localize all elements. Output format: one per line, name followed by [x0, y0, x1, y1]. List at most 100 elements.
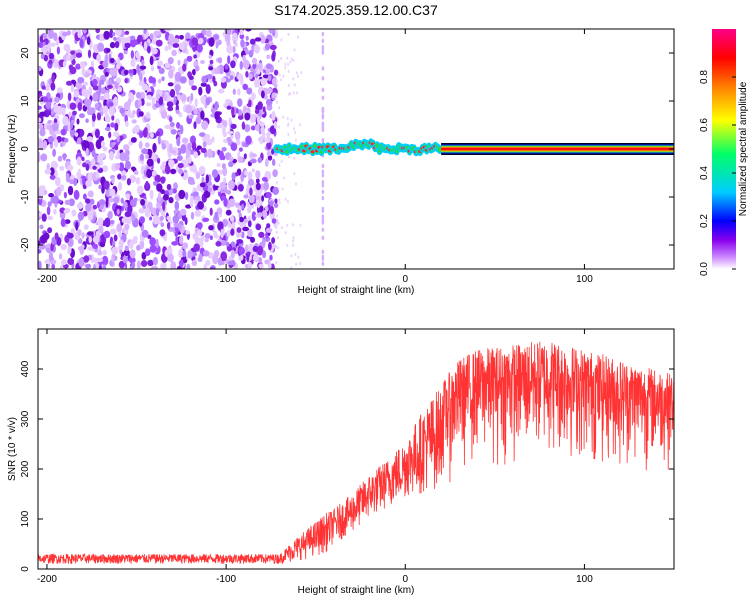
noise-blob [176, 122, 180, 129]
noise-blob [106, 84, 113, 89]
noise-blob [177, 223, 182, 231]
noise-blob [48, 193, 54, 198]
noise-blob [267, 155, 273, 161]
noise-blob [269, 44, 277, 51]
noise-blob [237, 88, 241, 96]
noise-blob [215, 241, 222, 247]
noise-blob [227, 55, 231, 65]
noise-blob [174, 221, 179, 228]
noise-blob [111, 253, 115, 263]
noise-blob [197, 112, 201, 118]
noise-blob [265, 158, 269, 168]
noise-blob [56, 135, 62, 143]
y-tick-label: 0 [20, 146, 31, 152]
noise-blob [321, 254, 325, 259]
noise-blob [249, 38, 256, 45]
noise-blob [269, 205, 274, 215]
noise-blob [222, 131, 227, 138]
noise-blob [131, 261, 136, 269]
noise-blob [149, 132, 154, 139]
noise-blob [129, 35, 136, 40]
noise-blob [151, 170, 157, 177]
noise-blob [226, 229, 231, 238]
noise-blob [218, 57, 223, 64]
noise-blob [226, 105, 232, 110]
noise-blob [79, 38, 84, 49]
noise-blob [201, 75, 207, 84]
noise-blob [257, 101, 263, 110]
noise-blob [273, 69, 279, 76]
noise-blob [122, 201, 128, 209]
noise-blob [87, 190, 94, 198]
noise-blob [53, 118, 58, 124]
noise-blob [38, 117, 42, 123]
noise-blob [321, 138, 325, 143]
noise-blob [113, 96, 118, 106]
noise-blob [82, 175, 86, 186]
noise-blob [49, 167, 55, 176]
noise-blob [62, 153, 66, 161]
noise-blob [265, 98, 273, 106]
noise-blob [104, 217, 111, 228]
noise-blob [292, 236, 295, 240]
noise-blob [76, 156, 82, 166]
noise-blob [195, 116, 202, 125]
noise-blob [113, 131, 119, 138]
noise-blob [40, 153, 48, 162]
noise-blob [268, 241, 272, 251]
noise-blob [159, 215, 164, 221]
noise-blob [230, 123, 237, 129]
noise-blob [67, 123, 71, 132]
noise-blob [96, 53, 102, 63]
noise-blob [110, 219, 115, 225]
noise-blob [255, 182, 261, 191]
noise-blob [196, 230, 203, 236]
noise-blob [85, 163, 90, 171]
noise-blob [130, 50, 135, 59]
noise-blob [277, 236, 279, 240]
noise-blob [275, 180, 278, 185]
noise-blob [224, 63, 229, 70]
noise-blob [132, 110, 136, 115]
noise-blob [263, 181, 270, 191]
noise-blob [127, 204, 133, 214]
noise-blob [49, 174, 56, 180]
noise-blob [196, 44, 203, 53]
noise-blob [256, 68, 261, 75]
noise-blob [102, 263, 107, 269]
noise-blob [272, 158, 276, 166]
noise-blob [153, 30, 161, 36]
noise-blob [39, 187, 45, 197]
noise-blob [94, 128, 100, 139]
noise-blob [266, 54, 271, 60]
noise-blob [280, 159, 283, 163]
noise-blob [62, 31, 68, 37]
noise-blob [189, 197, 194, 208]
noise-blob [160, 164, 166, 171]
noise-blob [297, 255, 300, 259]
noise-blob [108, 106, 115, 116]
noise-blob [105, 197, 109, 208]
noise-blob [203, 263, 208, 269]
noise-blob [321, 217, 325, 223]
noise-blob [81, 88, 88, 97]
noise-blob [70, 50, 75, 55]
noise-blob [142, 128, 148, 138]
noise-blob [136, 64, 140, 74]
noise-blob [47, 227, 53, 234]
noise-blob [69, 66, 77, 75]
noise-blob [213, 230, 218, 239]
noise-blob [103, 230, 111, 239]
noise-blob [238, 147, 243, 152]
noise-blob [66, 164, 74, 171]
noise-blob [59, 165, 65, 171]
noise-blob [92, 92, 99, 102]
noise-blob [238, 246, 245, 255]
noise-blob [182, 137, 189, 144]
spectrogram-marks [38, 29, 674, 269]
noise-blob [77, 29, 82, 38]
noise-blob [101, 255, 109, 266]
noise-blob [42, 140, 48, 149]
noise-blob [116, 223, 123, 233]
noise-blob [178, 42, 186, 51]
